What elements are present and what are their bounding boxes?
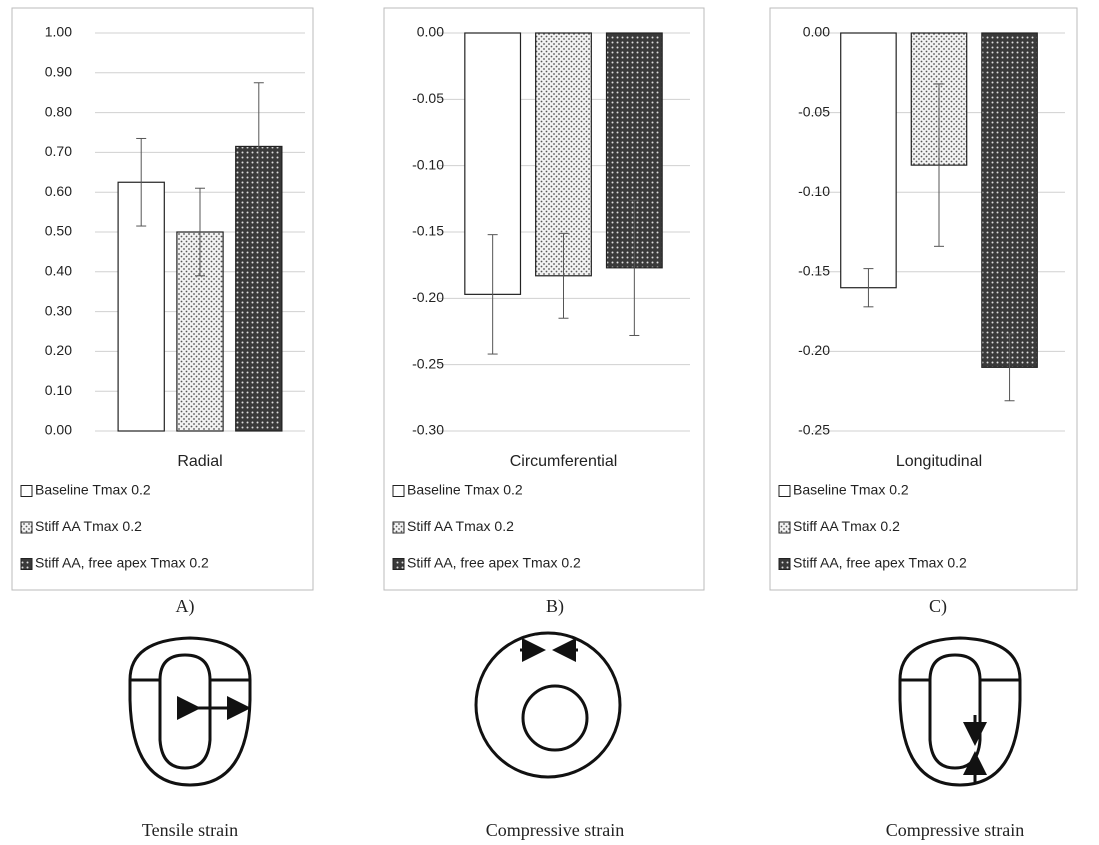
x-axis-category: Circumferential	[510, 453, 618, 470]
y-tick-label: -0.05	[798, 103, 830, 119]
legend-label: Stiff AA Tmax 0.2	[407, 518, 514, 534]
legend-label: Baseline Tmax 0.2	[407, 482, 523, 498]
legend-label: Baseline Tmax 0.2	[793, 482, 909, 498]
y-tick-label: -0.20	[412, 289, 444, 305]
legend-label: Baseline Tmax 0.2	[35, 482, 151, 498]
y-tick-label: 0.70	[45, 143, 72, 159]
y-tick-label: -0.25	[412, 355, 444, 371]
y-tick-label: -0.15	[798, 263, 830, 279]
legend-swatch	[779, 486, 790, 497]
legend-swatch	[779, 559, 790, 570]
y-tick-label: -0.10	[412, 156, 444, 172]
legend-swatch	[393, 522, 404, 533]
legend-label: Stiff AA, free apex Tmax 0.2	[407, 555, 581, 571]
y-tick-label: 0.80	[45, 103, 72, 119]
y-tick-label: -0.25	[798, 422, 830, 438]
y-tick-label: 0.00	[45, 422, 72, 438]
heart-diagram-a	[130, 638, 250, 785]
bar	[841, 33, 896, 288]
legend-swatch	[393, 559, 404, 570]
y-tick-label: -0.20	[798, 342, 830, 358]
legend-label: Stiff AA Tmax 0.2	[793, 518, 900, 534]
panel-label: A)	[176, 596, 195, 617]
diagram-caption: Tensile strain	[142, 820, 238, 840]
y-tick-label: 0.40	[45, 263, 72, 279]
legend-label: Stiff AA, free apex Tmax 0.2	[35, 555, 209, 571]
legend-swatch	[21, 486, 32, 497]
legend-swatch	[21, 522, 32, 533]
legend-swatch	[21, 559, 32, 570]
panel-label: B)	[546, 596, 564, 617]
heart-diagram-c	[900, 638, 1020, 785]
ring-diagram-b	[476, 633, 620, 777]
legend-swatch	[779, 522, 790, 533]
diagram-caption: Compressive strain	[886, 820, 1024, 840]
y-tick-label: -0.10	[798, 183, 830, 199]
legend-label: Stiff AA, free apex Tmax 0.2	[793, 555, 967, 571]
y-tick-label: -0.30	[412, 422, 444, 438]
legend-label: Stiff AA Tmax 0.2	[35, 518, 142, 534]
y-tick-label: 0.90	[45, 64, 72, 80]
figure: 0.00 0.10 0.20 0.30 0.40 0.50 0.60 0.70 0.80 0.90…	[0, 0, 1099, 845]
legend-swatch	[393, 486, 404, 497]
diagram-caption: Compressive strain	[486, 820, 624, 840]
bar	[982, 33, 1037, 367]
panel-label: C)	[929, 596, 947, 617]
y-tick-label: 0.50	[45, 223, 72, 239]
y-tick-label: 0.10	[45, 382, 72, 398]
y-tick-label: 1.00	[45, 24, 72, 40]
y-tick-label: -0.15	[412, 223, 444, 239]
y-tick-label: -0.05	[412, 90, 444, 106]
x-axis-category: Radial	[177, 453, 222, 470]
y-tick-label: 0.00	[417, 24, 444, 40]
y-tick-label: 0.00	[803, 24, 830, 40]
y-tick-label: 0.20	[45, 342, 72, 358]
y-tick-label: 0.60	[45, 183, 72, 199]
y-tick-label: 0.30	[45, 302, 72, 318]
x-axis-category: Longitudinal	[896, 453, 982, 470]
